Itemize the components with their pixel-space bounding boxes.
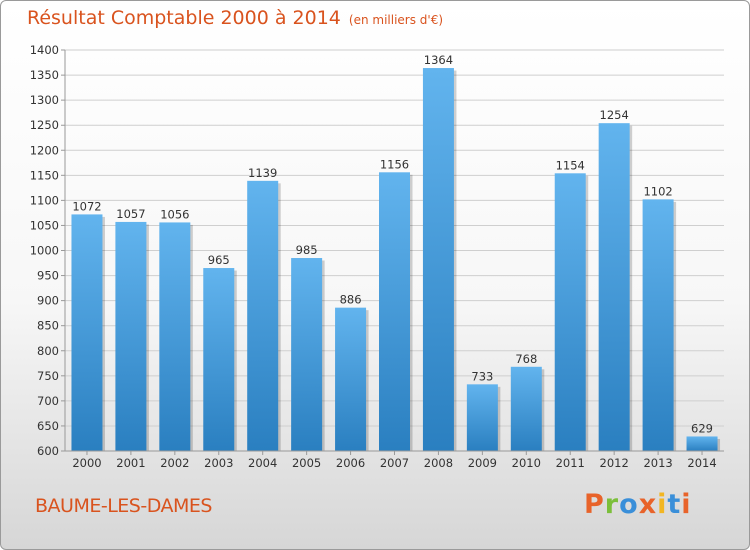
x-tick-label-2006: 2006 — [336, 456, 365, 470]
x-tick-label-2008: 2008 — [424, 456, 453, 470]
bar-2008 — [422, 68, 454, 452]
y-tick-label: 850 — [37, 319, 59, 333]
data-label-2000: 1072 — [72, 199, 101, 213]
y-tick-label: 750 — [37, 369, 59, 383]
x-tick-label-2011: 2011 — [556, 456, 585, 470]
logo-letter: r — [604, 489, 620, 520]
bar-2009 — [466, 384, 498, 451]
y-tick-label: 900 — [37, 294, 59, 308]
y-tick-label: 1150 — [30, 168, 59, 182]
logo-letter: t — [667, 489, 682, 520]
y-tick-label: 1050 — [30, 218, 59, 232]
x-tick-label-2012: 2012 — [600, 456, 629, 470]
chart-subtitle: (en milliers d'€) — [348, 13, 444, 27]
chart-title: Résultat Comptable 2000 à 2014 (en millie… — [27, 7, 443, 29]
y-tick-label: 1200 — [30, 143, 59, 157]
x-tick-label-2009: 2009 — [468, 456, 497, 470]
y-tick-label: 800 — [37, 344, 59, 358]
y-tick-label: 700 — [37, 394, 59, 408]
y-tick-label: 950 — [37, 269, 59, 283]
data-label-2001: 1057 — [116, 207, 145, 221]
place-name: BAUME-LES-DAMES — [35, 495, 212, 517]
bar-2013 — [642, 199, 674, 451]
data-label-2010: 768 — [515, 352, 537, 366]
y-tick-label: 1100 — [30, 193, 59, 207]
bar-2010 — [510, 366, 542, 451]
bar-2011 — [554, 173, 586, 451]
y-tick-label: 1350 — [30, 68, 59, 82]
data-label-2011: 1154 — [556, 158, 585, 172]
data-label-2002: 1056 — [160, 207, 189, 221]
x-tick-label-2010: 2010 — [512, 456, 541, 470]
bar-2006 — [335, 307, 367, 451]
data-label-2014: 629 — [691, 421, 713, 435]
y-tick-label: 1250 — [30, 118, 59, 132]
x-tick-label-2004: 2004 — [248, 456, 277, 470]
bar-2003 — [203, 268, 235, 451]
proxiti-logo[interactable]: Proxiti — [584, 489, 692, 520]
bar-2005 — [291, 258, 323, 451]
data-label-2006: 886 — [340, 293, 362, 307]
data-label-2013: 1102 — [643, 184, 672, 198]
data-label-2003: 965 — [208, 253, 230, 267]
data-label-2009: 733 — [471, 369, 493, 383]
bar-2002 — [159, 222, 191, 451]
y-tick-label: 1300 — [30, 93, 59, 107]
bar-2000 — [71, 214, 103, 451]
x-tick-label-2005: 2005 — [292, 456, 321, 470]
bar-2007 — [379, 172, 410, 451]
x-tick-label-2007: 2007 — [380, 456, 409, 470]
x-tick-label-2001: 2001 — [116, 456, 145, 470]
logo-letter: i — [657, 489, 668, 520]
bar-2004 — [247, 180, 279, 452]
chart-title-text: Résultat Comptable 2000 à 2014 — [27, 7, 341, 29]
y-axis: 600 650 700 750 800 850 900 950 1000 1050 1100 1150… — [30, 43, 66, 458]
y-tick-label: 650 — [37, 419, 59, 433]
bar-2001 — [115, 221, 147, 451]
logo-letter: o — [619, 489, 639, 520]
data-label-2007: 1156 — [380, 157, 409, 171]
data-labels: 1072 1057 1056 965 1139 985 886 1156 1364 733 768 1… — [72, 53, 713, 435]
y-tick-label: 1000 — [30, 244, 59, 258]
logo-letter: i — [681, 489, 692, 520]
data-label-2012: 1254 — [600, 108, 629, 122]
bar-2014 — [686, 436, 718, 451]
y-tick-label: 1400 — [30, 43, 59, 57]
y-tick-label: 600 — [37, 444, 59, 458]
logo-letter: x — [638, 489, 658, 520]
x-axis: 2000 2001 2002 2003 2004 2005 2006 2007 2008 2009… — [65, 450, 724, 470]
logo-letter: P — [584, 489, 605, 520]
x-tick-label-2000: 2000 — [72, 456, 101, 470]
bar-2012 — [598, 123, 630, 452]
data-label-2004: 1139 — [248, 166, 277, 180]
x-tick-label-2003: 2003 — [204, 456, 233, 470]
data-label-2008: 1364 — [424, 53, 453, 67]
data-label-2005: 985 — [296, 243, 318, 257]
x-tick-label-2002: 2002 — [160, 456, 189, 470]
bars — [71, 68, 721, 452]
x-tick-label-2013: 2013 — [643, 456, 672, 470]
x-tick-label-2014: 2014 — [687, 456, 716, 470]
